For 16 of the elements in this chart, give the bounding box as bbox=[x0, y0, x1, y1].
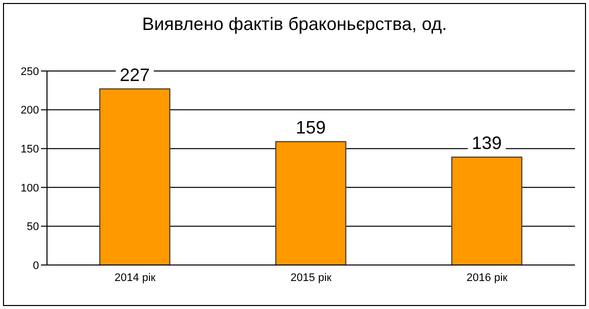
x-tick-label: 2014 рік bbox=[114, 272, 156, 284]
x-tick-label: 2016 рік bbox=[466, 272, 508, 284]
y-tick-label: 250 bbox=[20, 66, 39, 78]
bar bbox=[275, 141, 346, 265]
data-label: 159 bbox=[296, 118, 326, 138]
chart-title: Виявлено фактів браконьєрства, од. bbox=[141, 14, 448, 35]
y-tick-label: 100 bbox=[20, 182, 39, 194]
y-tick-label: 0 bbox=[32, 260, 39, 272]
x-tick-label: 2015 рік bbox=[290, 272, 332, 284]
bar bbox=[99, 88, 170, 265]
y-tick-label: 50 bbox=[26, 221, 39, 234]
data-label: 227 bbox=[120, 64, 150, 85]
data-label: 139 bbox=[472, 133, 502, 154]
bar bbox=[451, 156, 522, 265]
y-tick-label: 200 bbox=[20, 104, 39, 117]
y-tick-label: 150 bbox=[20, 144, 39, 156]
